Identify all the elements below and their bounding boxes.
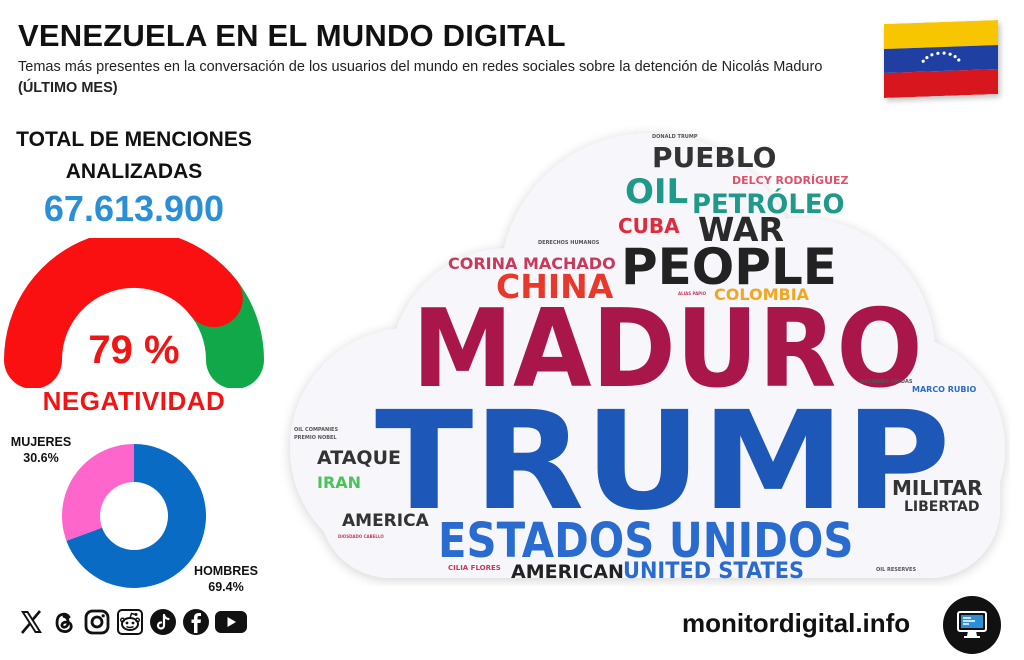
women-value: 30.6% [23, 451, 59, 465]
cloud-word-alias-papio: ALIAS PAPIO [678, 291, 707, 296]
donut-slice-hombres [66, 444, 206, 588]
cloud-word-derechos-humanos: DERECHOS HUMANOS [538, 240, 600, 246]
page-subtitle: Temas más presentes en la conversación d… [18, 57, 858, 99]
negativity-gauge [4, 238, 265, 388]
reddit-icon[interactable] [115, 607, 145, 637]
cloud-word-people: PEOPLE [621, 238, 837, 296]
subtitle-period: (ÚLTIMO MES) [18, 80, 118, 96]
threads-icon[interactable] [49, 607, 79, 637]
gauge-negative-arc [4, 238, 243, 388]
venezuela-flag-icon [884, 20, 998, 98]
youtube-icon[interactable] [214, 607, 248, 637]
cloud-word-estados-unidos: ESTADOS UNIDOS [438, 512, 853, 569]
page-title: VENEZUELA EN EL MUNDO DIGITAL [18, 18, 566, 53]
men-label: HOMBRES 69.4% [186, 563, 266, 595]
site-url[interactable]: monitordigital.info [682, 608, 911, 638]
cloud-word-war: WAR [698, 210, 784, 249]
tiktok-icon[interactable] [148, 607, 178, 637]
cloud-word-colombia: COLOMBIA [714, 285, 810, 304]
flag-star [942, 51, 946, 55]
flag-star [925, 55, 929, 59]
flag-star [936, 51, 940, 55]
cloud-word-american: AMERICAN [511, 561, 624, 583]
cloud-word-iran: IRAN [317, 473, 361, 492]
cloud-word-cilia-flores: CILIA FLORES [448, 564, 501, 572]
flag-star [957, 58, 961, 62]
cloud-word-donald-trump: DONALD TRUMP [652, 134, 698, 140]
cloud-word-diosdado-cabello: DIOSDADO CABELLO [338, 534, 384, 539]
facebook-icon[interactable] [181, 607, 211, 637]
cloud-word-militar: MILITAR [892, 476, 983, 500]
cloud-word-petróleo: PETRÓLEO [692, 187, 845, 220]
cloud-word-marco-rubio: MARCO RUBIO [912, 385, 977, 394]
women-label: MUJERES 30.6% [6, 434, 76, 466]
cloud-word-corina-machado: CORINA MACHADO [448, 254, 616, 273]
flag-star [921, 59, 925, 63]
cloud-word-pueblo: PUEBLO [652, 141, 776, 174]
negativity-label: NEGATIVIDAD [42, 386, 226, 416]
cloud-word-china: CHINA [496, 267, 614, 306]
cloud-word-oil-reserves: OIL RESERVES [876, 567, 916, 573]
cloud-word-naciones-unidas: NACIONES UNIDAS [860, 379, 913, 385]
cloud-word-trump: TRUMP [375, 383, 950, 541]
cloud-word-premio-nobel: PREMIO NOBEL [294, 435, 337, 441]
cloud-word-ataque: ATAQUE [317, 447, 401, 469]
cloud-word-america: AMERICA [342, 511, 430, 531]
cloud-word-cuba: CUBA [618, 214, 680, 238]
gender-donut-chart [62, 444, 206, 588]
cloud-word-libertad: LIBERTAD [904, 499, 979, 515]
negativity-value: 79 % [88, 328, 180, 372]
subtitle-text: Temas más presentes en la conversación d… [18, 59, 823, 75]
flag-star [948, 52, 952, 56]
cloud-word-oil-companies: OIL COMPANIES [294, 427, 338, 433]
total-mentions-value: 67.613.900 [43, 188, 225, 229]
instagram-icon[interactable] [82, 607, 112, 637]
cloud-word-united-states: UNITED STATES [623, 559, 804, 585]
flag-star [930, 52, 934, 57]
women-category: MUJERES [10, 435, 72, 449]
cloud-shape [290, 133, 1005, 578]
monitor-icon [943, 596, 1001, 654]
x-icon[interactable] [16, 607, 46, 637]
cloud-word-delcy-rodríguez: DELCY RODRÍGUEZ [732, 174, 849, 187]
men-value: 69.4% [208, 580, 244, 594]
cloud-word-oil: OIL [625, 172, 688, 212]
cloud-word-maduro: MADURO [412, 286, 923, 412]
social-icons [16, 607, 248, 637]
flag-star [953, 54, 957, 58]
total-mentions-label: TOTAL DE MENCIONES ANALIZADAS [16, 128, 252, 183]
donut-slice-mujeres [62, 444, 134, 541]
men-category: HOMBRES [194, 564, 258, 578]
